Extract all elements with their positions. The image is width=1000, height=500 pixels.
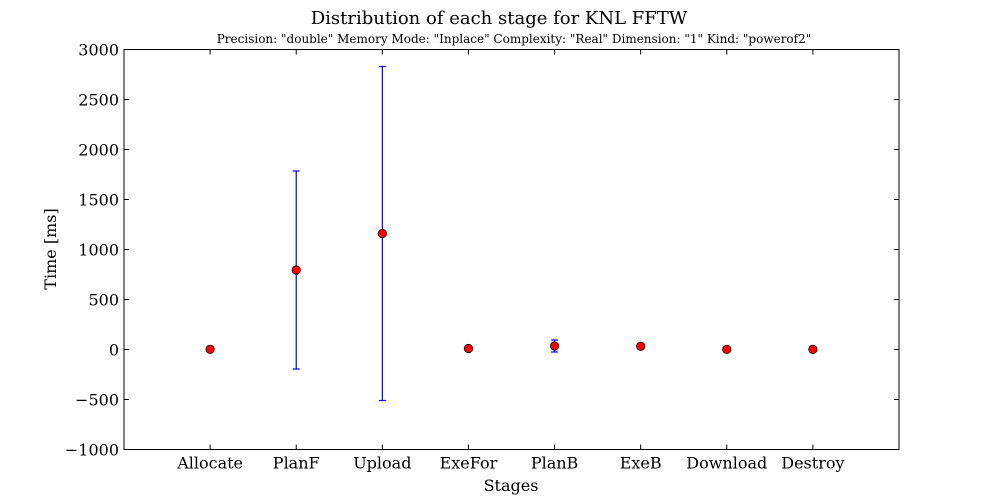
chart-subtitle: Precision: "double" Memory Mode: "Inplac…: [217, 32, 812, 46]
y-tick-label: −1000: [65, 441, 119, 460]
x-axis-label: Stages: [484, 476, 539, 495]
x-tick-label: ExeFor: [440, 454, 498, 473]
x-tick-label: PlanF: [273, 454, 320, 473]
y-tick-label: 0: [109, 341, 119, 360]
x-tick-label: Destroy: [781, 454, 844, 473]
x-tick-label: ExeB: [620, 454, 662, 473]
data-point: [808, 344, 818, 354]
y-tick-label: 2000: [78, 141, 119, 160]
y-tick-label: −500: [75, 391, 119, 410]
plot-area-frame: [123, 49, 900, 450]
data-point: [205, 344, 215, 354]
y-axis: −1000 −500 0 500 1000 1500 2000 2500 3000: [65, 41, 899, 460]
x-tick-label: Download: [686, 454, 767, 473]
data-point: [377, 228, 387, 239]
chart-title: Distribution of each stage for KNL FFTW: [311, 8, 688, 29]
x-tick-label: Allocate: [176, 454, 243, 473]
y-tick-label: 1000: [78, 241, 119, 260]
x-axis: Allocate PlanF Upload ExeFor PlanB ExeB Downlo…: [176, 49, 845, 473]
y-tick-label: 3000: [78, 41, 119, 60]
y-axis-label: Time [ms]: [41, 208, 60, 289]
y-tick-label: 1500: [78, 191, 119, 210]
data-point: [722, 344, 732, 354]
data-point: [636, 341, 646, 351]
data-point: [463, 343, 474, 354]
y-tick-label: 2500: [78, 91, 119, 110]
data-series: [205, 65, 818, 402]
x-tick-label: Upload: [353, 454, 411, 473]
data-point: [549, 341, 560, 351]
x-tick-label: PlanB: [531, 454, 578, 473]
y-tick-label: 500: [88, 291, 119, 310]
data-point: [291, 265, 301, 275]
